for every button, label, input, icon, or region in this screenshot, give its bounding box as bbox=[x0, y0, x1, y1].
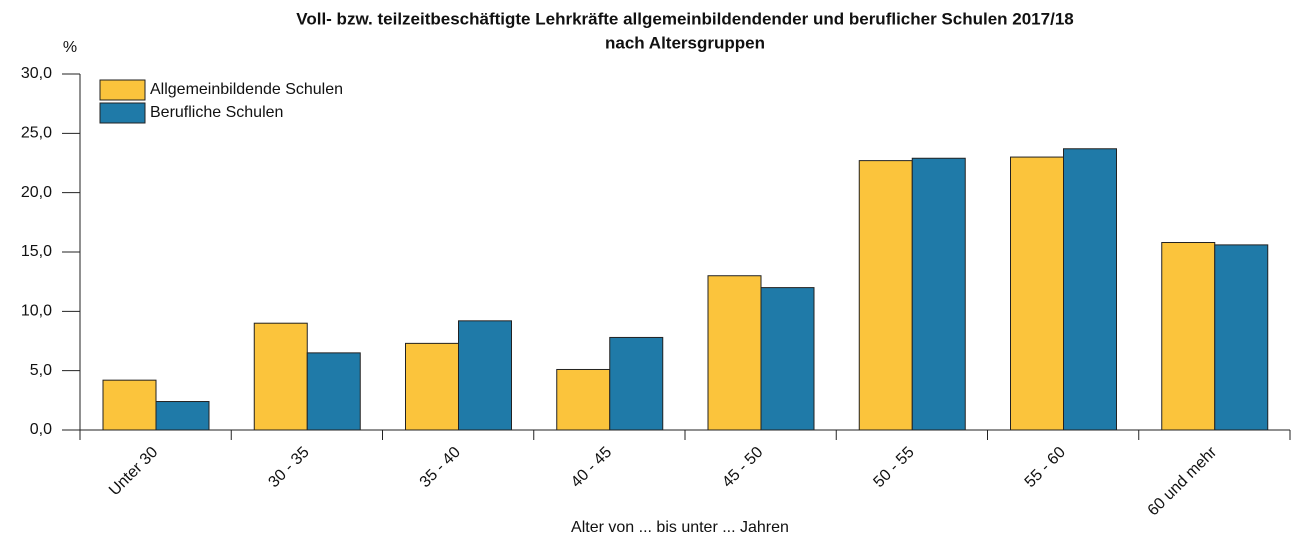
x-tick-label: 60 und mehr bbox=[1145, 443, 1221, 519]
y-axis-label: % bbox=[63, 39, 77, 56]
x-tick-label: 55 - 60 bbox=[1022, 444, 1069, 491]
legend-swatch bbox=[99, 102, 146, 124]
bar bbox=[1063, 148, 1117, 431]
bar bbox=[707, 275, 762, 431]
x-tick-label: 45 - 50 bbox=[719, 444, 766, 491]
bar bbox=[155, 401, 210, 431]
bar bbox=[1214, 244, 1269, 431]
x-tick-label: 40 - 45 bbox=[568, 444, 615, 491]
chart-title: Voll- bzw. teilzeitbeschäftigte Lehrkräf… bbox=[296, 9, 1073, 28]
y-tick-label: 10,0 bbox=[21, 303, 52, 320]
bar bbox=[760, 287, 815, 431]
bar bbox=[405, 342, 459, 431]
x-tick-label: 50 - 55 bbox=[870, 444, 917, 491]
bar bbox=[609, 336, 664, 431]
x-tick-label: 35 - 40 bbox=[417, 444, 464, 491]
bar bbox=[458, 320, 512, 431]
bar bbox=[556, 368, 611, 431]
bar bbox=[253, 322, 308, 431]
y-tick-label: 5,0 bbox=[30, 362, 52, 379]
y-tick-label: 20,0 bbox=[21, 184, 52, 201]
bar bbox=[102, 379, 157, 431]
bar bbox=[911, 157, 966, 431]
bar bbox=[858, 160, 913, 431]
bar bbox=[306, 352, 361, 431]
chart-subtitle: nach Altersgruppen bbox=[605, 33, 765, 52]
legend-label: Berufliche Schulen bbox=[150, 104, 283, 121]
y-tick-label: 0,0 bbox=[30, 421, 52, 438]
x-tick-label: Unter 30 bbox=[106, 444, 161, 499]
x-tick-label: 30 - 35 bbox=[265, 444, 312, 491]
y-tick-label: 15,0 bbox=[21, 243, 52, 260]
x-axis-label: Alter von ... bis unter ... Jahren bbox=[571, 519, 789, 536]
legend-swatch bbox=[99, 79, 146, 101]
bar bbox=[1010, 156, 1064, 431]
legend-label: Allgemeinbildende Schulen bbox=[150, 81, 343, 98]
bar bbox=[1161, 242, 1216, 431]
y-tick-label: 30,0 bbox=[21, 65, 52, 82]
y-tick-label: 25,0 bbox=[21, 125, 52, 142]
